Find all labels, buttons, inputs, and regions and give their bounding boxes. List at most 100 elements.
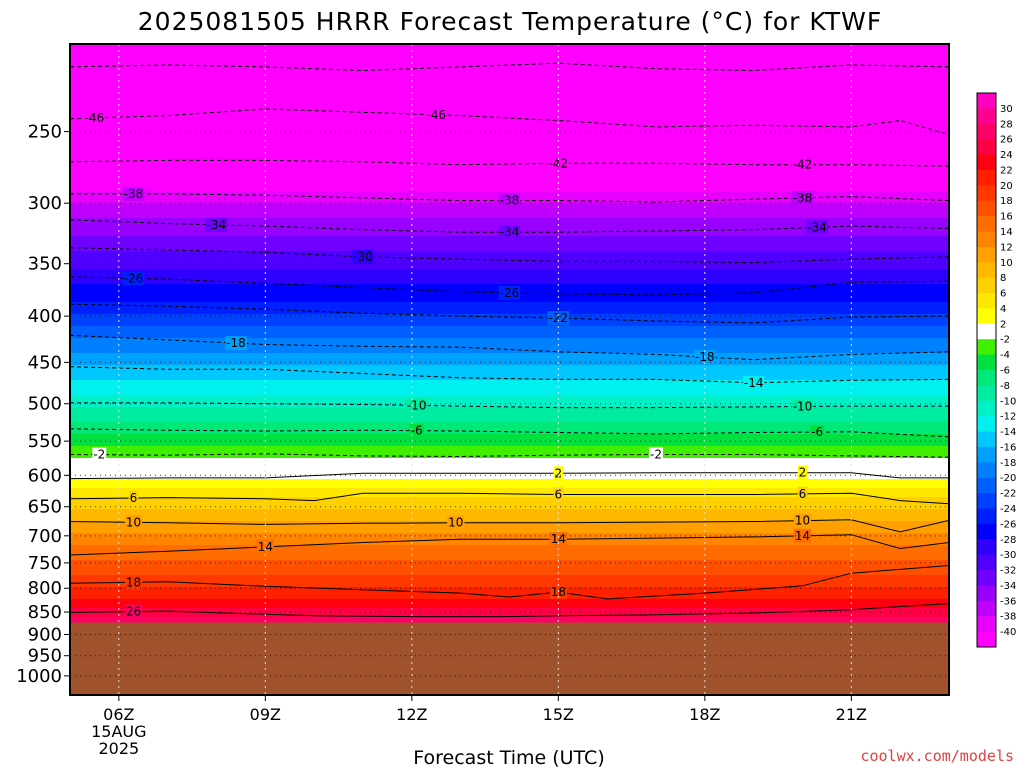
contour-label-bg — [797, 465, 808, 480]
colorbar: 30 28 26 24 22 20 18 16 14 12 10 8 6 4 2 -2 -4 -6 -8 -10 -12… — [976, 92, 1016, 648]
temperature-band — [70, 179, 949, 183]
temperature-band — [70, 485, 949, 489]
temperature-band — [70, 365, 949, 369]
temperature-band — [70, 320, 949, 324]
colorbar-swatch — [977, 246, 996, 263]
temperature-band — [70, 326, 949, 330]
y-tick-label: 650 — [28, 497, 62, 518]
temperature-band — [70, 128, 949, 132]
temperature-band — [70, 104, 949, 108]
temperature-band — [70, 92, 949, 96]
contour-label-bg — [425, 107, 448, 122]
temperature-band — [70, 572, 949, 576]
temperature-band — [70, 143, 949, 147]
contour-label-bg — [810, 425, 825, 440]
colorbar-label: 4 — [1000, 304, 1006, 315]
temperature-band — [70, 524, 949, 528]
credit-text: coolwx.com/models — [860, 747, 1014, 765]
colorbar-label: 10 — [1000, 258, 1013, 269]
contour-label: -38 — [793, 191, 813, 205]
contour-label-bg — [124, 604, 143, 619]
y-tick-label: 250 — [28, 122, 62, 143]
colorbar-label: -6 — [1000, 366, 1010, 377]
temperature-band — [70, 488, 949, 492]
contour-label: 14 — [258, 540, 273, 554]
colorbar-swatch — [977, 293, 996, 309]
colorbar-swatch — [977, 216, 996, 232]
temperature-band — [70, 461, 949, 465]
contour-label-bg — [742, 375, 765, 390]
temperature-band — [70, 170, 949, 174]
plot-area — [70, 44, 949, 695]
temperature-band — [70, 377, 949, 381]
contour-label: -30 — [353, 250, 373, 264]
temperature-band — [70, 449, 949, 453]
temperature-band — [70, 335, 949, 339]
x-tick-label: 21Z — [836, 705, 867, 724]
ground-fill — [70, 622, 949, 695]
temperature-band — [70, 539, 949, 543]
temperature-band — [70, 398, 949, 402]
temperature-band — [70, 47, 949, 51]
isotherm-10 — [70, 519, 949, 533]
temperature-band — [70, 554, 949, 558]
temperature-band — [70, 548, 949, 552]
colorbar-swatch — [977, 508, 996, 525]
x-axis-label: Forecast Time (UTC) — [413, 747, 604, 768]
temperature-band — [70, 68, 949, 72]
temperature-band — [70, 410, 949, 414]
contour-label: -2 — [93, 448, 105, 462]
contour-label: -6 — [411, 424, 423, 438]
temperature-band — [70, 248, 949, 252]
contour-label-bg — [547, 311, 570, 326]
colorbar-label: -2 — [1000, 335, 1010, 346]
contour-label-bg — [83, 111, 106, 126]
grid-layer — [70, 44, 949, 695]
colorbar-label: -8 — [1000, 381, 1010, 392]
contour-label: -46 — [85, 111, 105, 125]
y-tick-label: 600 — [28, 465, 62, 486]
contour-label: -46 — [426, 108, 446, 122]
colorbar-label: -28 — [1000, 535, 1016, 546]
temperature-band — [70, 77, 949, 81]
temperature-band — [70, 359, 949, 363]
colorbar-swatch — [977, 416, 996, 432]
x-tick-label: 12Z — [396, 705, 427, 724]
temperature-band — [70, 341, 949, 345]
temperature-band — [70, 380, 949, 384]
contour-label: -10 — [407, 398, 427, 412]
temperature-band — [70, 464, 949, 468]
temperature-band — [70, 551, 949, 555]
colorbar-swatch — [977, 585, 996, 602]
colorbar-label: -14 — [1000, 427, 1016, 438]
contour-label: 26 — [126, 605, 141, 619]
contour-label-bg — [122, 186, 145, 201]
temperature-band — [70, 302, 949, 306]
temperature-band — [70, 374, 949, 378]
temperature-band — [70, 269, 949, 273]
contour-label-bg — [498, 285, 521, 300]
temperature-band — [70, 164, 949, 168]
y-tick-label: 550 — [28, 431, 62, 452]
contour-label-bg — [498, 193, 521, 208]
temperature-band — [70, 584, 949, 588]
contour-label: 6 — [799, 487, 807, 501]
contour-label-bg — [92, 447, 107, 462]
temperature-band — [70, 107, 949, 111]
temperature-band — [70, 86, 949, 90]
colorbar-swatch — [977, 554, 996, 571]
temperature-band — [70, 416, 949, 420]
colorbar-swatch — [977, 308, 996, 325]
contour-label: -34 — [500, 225, 520, 239]
colorbar-swatch — [977, 570, 996, 586]
temperature-band — [70, 482, 949, 486]
contour-label-bg — [791, 157, 814, 172]
temperature-band — [70, 422, 949, 426]
temperature-band — [70, 578, 949, 582]
colorbar-swatch — [977, 631, 996, 648]
contour-label: -42 — [549, 156, 569, 170]
temperature-band — [70, 587, 949, 591]
contour-label: -6 — [811, 425, 823, 439]
x-tick-date-label: 2025 — [98, 739, 139, 758]
contour-label-bg — [447, 515, 465, 530]
